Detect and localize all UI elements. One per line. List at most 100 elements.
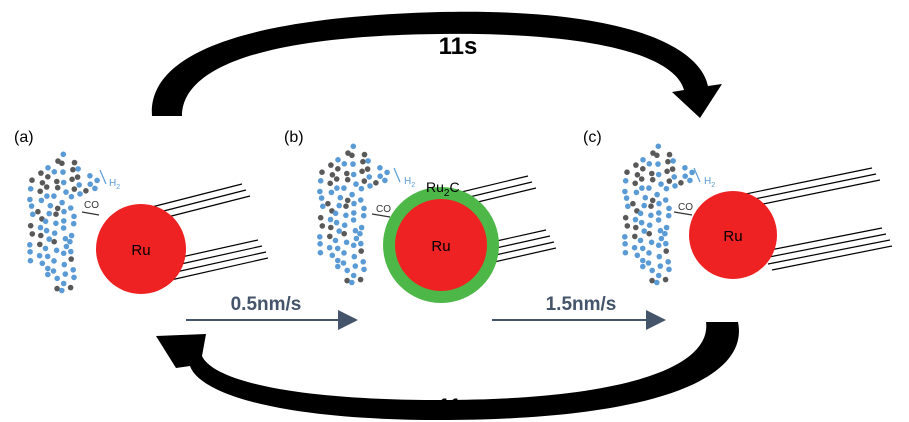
gas-molecule-dot	[625, 203, 631, 210]
gas-molecule-dot	[70, 220, 77, 227]
gas-molecule-dot	[624, 223, 631, 229]
gas-molecule-dot	[646, 185, 652, 191]
gas-molecule-dot	[634, 172, 641, 178]
gas-molecule-dot	[317, 234, 323, 240]
gas-molecule-dot	[350, 143, 357, 150]
panel-b-h2-label: H2	[404, 176, 415, 189]
gas-molecule-dot	[640, 263, 646, 270]
panel-c-h2-label: H2	[704, 176, 715, 189]
gas-molecule-dot	[317, 241, 323, 247]
panel-b-shell-label: Ru2C	[426, 179, 460, 199]
gas-molecule-dot	[646, 161, 653, 167]
panel-a-co-arrow	[81, 211, 100, 216]
gas-molecule-dot	[382, 177, 388, 184]
gas-molecule-dot	[60, 250, 67, 257]
gas-molecule-dot	[68, 256, 74, 262]
gas-molecule-dot	[317, 249, 324, 256]
gas-molecule-dot	[318, 195, 325, 201]
gas-molecule-dot	[663, 248, 669, 254]
gas-molecule-dot	[657, 263, 664, 269]
gas-molecule-dot	[27, 242, 33, 248]
gas-molecule-dot	[351, 200, 357, 207]
gas-molecule-dot	[665, 259, 671, 265]
gas-molecule-dot	[47, 202, 54, 209]
gas-molecule-dot	[343, 212, 349, 219]
gas-molecule-dot	[658, 235, 665, 242]
gas-molecule-dot	[59, 160, 65, 167]
gas-molecule-dot	[648, 212, 654, 219]
gas-molecule-dot	[334, 185, 340, 191]
gas-molecule-dot	[633, 224, 639, 231]
gas-molecule-dot	[658, 181, 664, 187]
gas-molecule-dot	[63, 243, 70, 250]
gas-molecule-dot	[71, 274, 77, 281]
gas-molecule-dot	[649, 176, 656, 183]
gas-molecule-dot	[657, 227, 664, 234]
gas-molecule-dot	[669, 166, 676, 172]
gas-molecule-dot	[68, 193, 75, 200]
gas-molecule-dot	[349, 191, 355, 198]
gas-molecule-dot	[53, 211, 59, 217]
gas-molecule-dot	[42, 218, 49, 225]
gas-molecule-dot	[349, 152, 355, 159]
gas-molecule-dot	[361, 266, 367, 273]
gas-molecule-dot	[360, 259, 367, 265]
gas-molecule-dot	[51, 230, 58, 236]
gas-molecule-dot	[51, 169, 58, 175]
gas-molecule-dot	[334, 245, 341, 252]
gas-molecule-dot	[341, 222, 348, 228]
gas-molecule-dot	[317, 188, 323, 195]
gas-molecule-dot	[357, 230, 363, 237]
gas-molecule-dot	[54, 275, 60, 282]
gas-molecule-dot	[654, 152, 660, 159]
gas-molecule-dot	[71, 186, 78, 192]
gas-molecule-dot	[634, 252, 641, 259]
gas-molecule-dot	[35, 208, 41, 215]
gas-molecule-dot	[328, 189, 335, 196]
gas-molecule-dot	[60, 280, 67, 287]
gas-molecule-dot	[44, 253, 51, 260]
gas-molecule-dot	[656, 210, 662, 216]
gas-molecule-dot	[344, 277, 350, 284]
gas-molecule-dot	[672, 183, 678, 189]
gas-molecule-dot	[50, 268, 57, 274]
gas-molecule-dot	[350, 242, 357, 249]
gas-molecule-dot	[46, 236, 52, 242]
gas-molecule-dot	[622, 178, 629, 184]
panel-c-co-arrow	[673, 211, 693, 216]
gas-molecule-dot	[60, 225, 67, 231]
gas-molecule-dot	[75, 166, 81, 172]
panel-c-ru-particle	[689, 191, 777, 279]
gas-molecule-dot	[319, 169, 325, 175]
gas-molecule-dot	[648, 239, 655, 246]
gas-molecule-dot	[655, 242, 662, 249]
gas-molecule-dot	[87, 173, 93, 179]
gas-molecule-dot	[43, 227, 50, 234]
gas-molecule-dot	[329, 172, 336, 178]
gas-molecule-dot	[662, 276, 669, 283]
gas-molecule-dot	[645, 260, 652, 266]
gas-molecule-dot	[37, 224, 44, 231]
gas-molecule-dot	[325, 200, 331, 207]
gas-molecule-dot	[54, 205, 61, 212]
gas-molecule-dot	[361, 151, 368, 158]
gas-molecule-dot	[70, 267, 76, 273]
gas-molecule-dot	[358, 224, 365, 231]
gas-molecule-dot	[637, 237, 644, 244]
gas-molecule-dot	[60, 151, 67, 158]
gas-molecule-dot	[624, 169, 630, 175]
gas-molecule-dot	[358, 240, 364, 247]
panel-c-co-label: CO	[678, 202, 693, 213]
gas-molecule-dot	[61, 208, 67, 215]
gas-molecule-dot	[332, 210, 339, 217]
gas-molecule-dot	[350, 217, 357, 223]
gas-molecule-dot	[351, 253, 358, 260]
gas-molecule-dot	[622, 249, 629, 256]
gas-molecule-dot	[662, 230, 668, 237]
gas-molecule-dot	[327, 180, 334, 187]
gas-molecule-dot	[687, 177, 693, 184]
gas-molecule-dot	[83, 188, 89, 194]
gas-molecule-dot	[71, 159, 78, 166]
gas-molecule-dot	[45, 174, 51, 180]
gas-molecule-dot	[29, 177, 35, 183]
